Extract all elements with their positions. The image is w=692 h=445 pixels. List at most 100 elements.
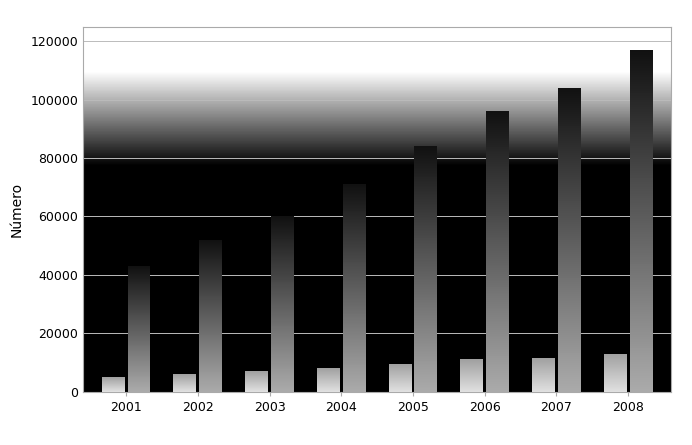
Bar xyxy=(271,235,294,236)
Bar xyxy=(486,194,509,195)
Bar xyxy=(343,312,365,313)
Bar xyxy=(558,214,581,215)
Bar xyxy=(630,98,653,100)
Bar xyxy=(271,312,294,313)
Bar xyxy=(415,214,437,215)
Bar xyxy=(127,347,150,348)
Bar xyxy=(127,288,150,289)
Bar xyxy=(558,291,581,292)
Bar xyxy=(558,286,581,288)
Bar xyxy=(271,228,294,229)
Bar xyxy=(630,362,653,364)
Bar xyxy=(127,300,150,301)
Bar xyxy=(486,218,509,220)
Bar xyxy=(558,112,581,114)
Bar xyxy=(630,102,653,105)
Bar xyxy=(271,238,294,239)
Bar xyxy=(271,276,294,277)
Bar xyxy=(199,255,222,256)
Bar xyxy=(271,317,294,318)
Bar xyxy=(127,271,150,272)
Bar xyxy=(415,186,437,187)
Bar xyxy=(486,304,509,306)
Bar xyxy=(486,244,509,246)
Bar xyxy=(271,345,294,346)
Bar xyxy=(271,257,294,259)
Bar xyxy=(486,348,509,351)
Bar xyxy=(271,220,294,221)
Bar xyxy=(558,179,581,181)
Bar xyxy=(415,365,437,367)
Bar xyxy=(127,391,150,392)
Bar xyxy=(558,359,581,361)
Bar xyxy=(199,310,222,311)
Bar xyxy=(343,197,365,198)
Bar xyxy=(199,349,222,350)
Bar xyxy=(127,334,150,335)
Bar xyxy=(127,385,150,386)
Bar xyxy=(127,336,150,337)
Bar xyxy=(127,362,150,363)
Bar xyxy=(558,203,581,206)
Bar xyxy=(415,233,437,235)
Bar xyxy=(486,379,509,380)
Bar xyxy=(486,122,509,125)
Bar xyxy=(271,309,294,310)
Bar xyxy=(199,361,222,362)
Bar xyxy=(199,332,222,333)
Bar xyxy=(415,279,437,280)
Bar xyxy=(271,289,294,290)
Bar xyxy=(630,316,653,319)
Bar xyxy=(127,272,150,273)
Bar xyxy=(271,290,294,291)
Bar xyxy=(558,376,581,377)
Bar xyxy=(343,296,365,298)
Bar xyxy=(558,292,581,295)
Bar xyxy=(199,339,222,340)
Bar xyxy=(558,246,581,248)
Bar xyxy=(558,244,581,246)
Bar xyxy=(558,125,581,126)
Bar xyxy=(558,163,581,165)
Bar xyxy=(415,217,437,218)
Bar xyxy=(630,173,653,175)
Bar xyxy=(486,347,509,348)
Bar xyxy=(127,299,150,300)
Bar xyxy=(558,175,581,177)
Bar xyxy=(415,176,437,178)
Bar xyxy=(271,247,294,248)
Y-axis label: Número: Número xyxy=(10,182,24,237)
Bar xyxy=(127,306,150,307)
Bar xyxy=(558,193,581,195)
Bar xyxy=(343,239,365,241)
Bar xyxy=(199,376,222,377)
Bar xyxy=(271,222,294,223)
Bar xyxy=(343,317,365,318)
Bar xyxy=(127,322,150,323)
Bar xyxy=(486,313,509,315)
Bar xyxy=(415,225,437,227)
Bar xyxy=(415,148,437,150)
Bar xyxy=(127,312,150,313)
Bar xyxy=(630,389,653,392)
Bar xyxy=(199,259,222,260)
Bar xyxy=(486,156,509,158)
Bar xyxy=(343,364,365,365)
Bar xyxy=(630,121,653,123)
Bar xyxy=(199,374,222,376)
Bar xyxy=(343,277,365,278)
Bar xyxy=(343,353,365,354)
Bar xyxy=(343,266,365,267)
Bar xyxy=(486,367,509,369)
Bar xyxy=(343,376,365,378)
Bar xyxy=(127,363,150,364)
Bar xyxy=(630,237,653,239)
Bar xyxy=(127,359,150,360)
Bar xyxy=(558,268,581,270)
Bar xyxy=(127,276,150,277)
Bar xyxy=(127,382,150,383)
Bar xyxy=(486,138,509,139)
Bar xyxy=(271,356,294,358)
Bar xyxy=(199,291,222,292)
Bar xyxy=(343,389,365,390)
